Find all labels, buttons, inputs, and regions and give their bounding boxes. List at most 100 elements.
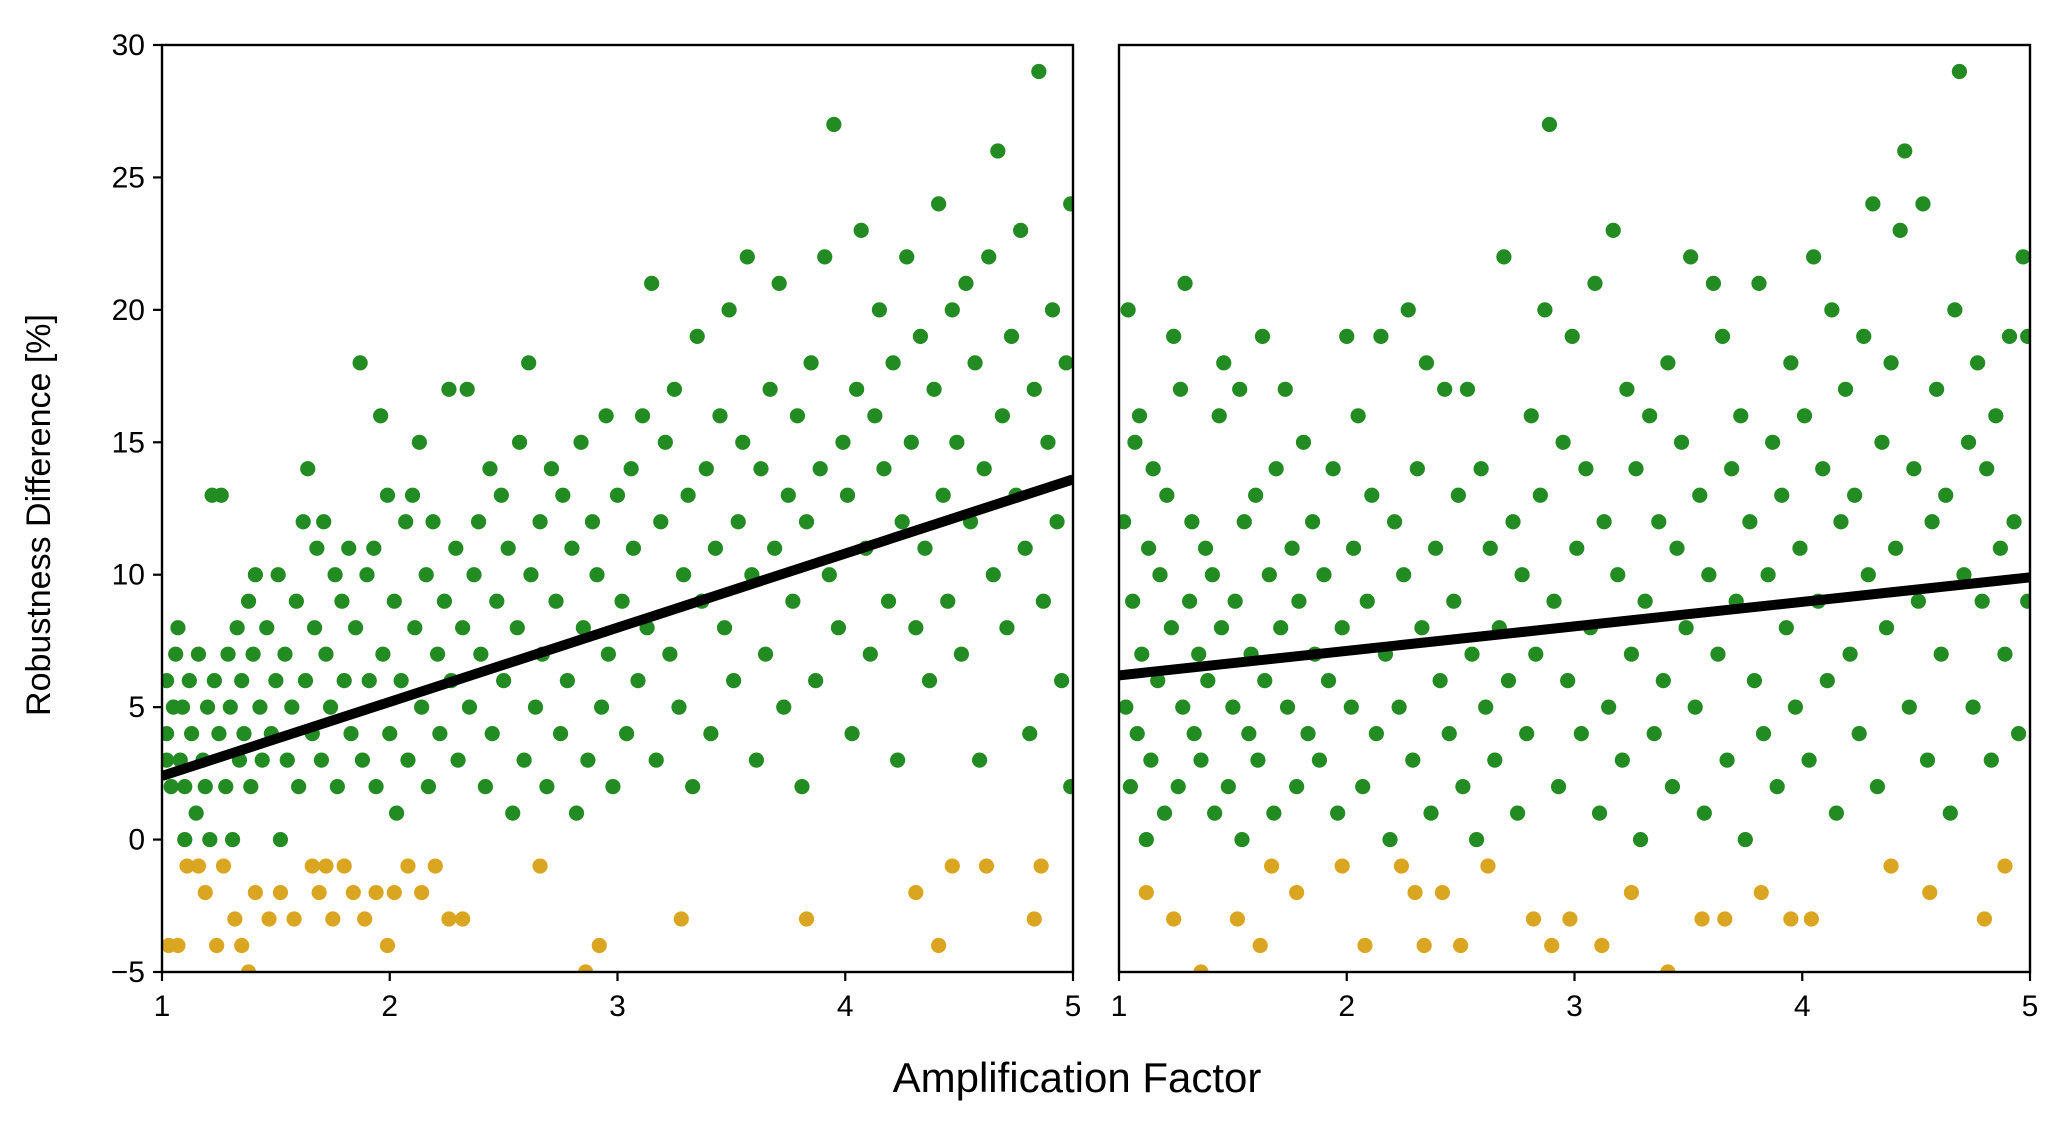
- positive-data-point: [162, 752, 175, 768]
- negative-data-point: [1544, 937, 1560, 954]
- positive-data-point: [1236, 514, 1252, 530]
- positive-data-point: [1742, 514, 1758, 530]
- positive-data-point: [418, 567, 434, 583]
- positive-data-point: [1919, 752, 1936, 768]
- positive-data-point: [1193, 752, 1209, 768]
- positive-data-point: [316, 514, 332, 530]
- positive-data-point: [306, 620, 323, 636]
- positive-data-point: [908, 620, 924, 636]
- positive-data-point: [600, 646, 616, 662]
- positive-data-point: [675, 567, 692, 583]
- positive-data-point: [1122, 779, 1138, 795]
- positive-data-point: [1847, 487, 1863, 503]
- positive-data-point: [1509, 805, 1526, 821]
- positive-data-point: [477, 779, 493, 795]
- positive-data-point: [1892, 222, 1908, 238]
- positive-data-point: [1541, 116, 1558, 133]
- positive-data-point: [767, 540, 783, 556]
- positive-data-point: [1418, 355, 1435, 371]
- x-tick-label: 2: [1338, 990, 1355, 1023]
- negative-data-point: [1623, 884, 1640, 901]
- positive-data-point: [532, 514, 548, 530]
- positive-data-point: [559, 673, 575, 689]
- negative-data-point: [1229, 911, 1246, 927]
- positive-data-point: [1974, 593, 1990, 609]
- positive-data-point: [1345, 540, 1362, 556]
- positive-data-point: [1355, 779, 1371, 795]
- positive-data-point: [375, 646, 391, 662]
- left-scatter-panel: 1 2 3 4 5 −5 0 5 10 15 20 25 30: [111, 29, 1082, 1023]
- positive-data-point: [1207, 805, 1223, 821]
- positive-data-point: [712, 408, 728, 424]
- positive-data-point: [609, 487, 626, 503]
- positive-data-point: [1796, 408, 1813, 424]
- positive-data-point: [493, 487, 509, 503]
- positive-data-point: [990, 143, 1006, 159]
- positive-data-point: [1806, 249, 1822, 265]
- positive-data-point: [981, 249, 997, 265]
- negative-data-point: [455, 911, 471, 927]
- positive-data-point: [1175, 699, 1191, 715]
- positive-data-point: [441, 381, 457, 397]
- positive-data-point: [1473, 461, 1489, 477]
- positive-data-point: [1760, 567, 1776, 583]
- positive-data-point: [1632, 831, 1649, 848]
- positive-data-point: [830, 620, 847, 636]
- positive-data-point: [817, 249, 833, 265]
- positive-data-point: [505, 805, 521, 821]
- positive-data-point: [1054, 673, 1070, 689]
- positive-data-point: [1163, 620, 1179, 636]
- x-tick-label: 5: [2022, 990, 2039, 1023]
- positive-data-point: [240, 593, 257, 609]
- positive-data-point: [407, 620, 423, 636]
- positive-data-point: [1824, 302, 1840, 318]
- positive-data-point: [1063, 779, 1073, 795]
- positive-data-point: [1334, 620, 1350, 636]
- positive-data-point: [523, 567, 539, 583]
- positive-data-point: [2001, 328, 2018, 344]
- positive-data-point: [309, 540, 325, 556]
- positive-data-point: [432, 726, 448, 742]
- positive-data-point: [680, 487, 696, 503]
- positive-data-point: [1177, 275, 1193, 291]
- negative-data-point: [441, 911, 457, 927]
- positive-data-point: [184, 726, 200, 742]
- positive-data-point: [174, 699, 191, 715]
- positive-data-point: [619, 726, 635, 742]
- positive-data-point: [1487, 752, 1503, 768]
- negative-data-point: [1252, 937, 1268, 954]
- positive-data-point: [862, 646, 878, 662]
- positive-data-point: [1897, 143, 1913, 159]
- positive-data-point: [1261, 567, 1277, 583]
- negative-data-point: [1660, 964, 1676, 972]
- positive-data-point: [181, 673, 197, 689]
- positive-data-point: [1289, 779, 1305, 795]
- positive-data-point: [1801, 752, 1817, 768]
- positive-data-point: [300, 461, 316, 477]
- positive-data-point: [1026, 381, 1042, 397]
- positive-data-point: [644, 275, 660, 291]
- positive-data-point: [211, 726, 227, 742]
- negative-data-point: [286, 911, 302, 927]
- right-scatter-panel: 1 2 3 4 5: [1111, 43, 2039, 1023]
- positive-data-point: [1204, 567, 1220, 583]
- positive-data-point: [1277, 381, 1293, 397]
- negative-data-point: [170, 937, 186, 954]
- positive-data-point: [1482, 540, 1498, 556]
- positive-data-point: [1150, 673, 1166, 689]
- negative-data-point: [673, 911, 689, 927]
- positive-data-point: [794, 779, 810, 795]
- trend-line: [162, 474, 1073, 781]
- negative-data-point: [1883, 858, 1899, 874]
- positive-data-point: [1058, 355, 1073, 371]
- negative-data-point: [379, 937, 396, 954]
- positive-data-point: [1200, 673, 1216, 689]
- positive-data-point: [1856, 328, 1872, 344]
- positive-data-point: [614, 593, 630, 609]
- positive-data-point: [1637, 593, 1653, 609]
- y-tick-label: 10: [112, 559, 145, 592]
- positive-data-point: [703, 726, 719, 742]
- negative-data-point: [1434, 884, 1450, 901]
- positive-data-point: [386, 593, 402, 609]
